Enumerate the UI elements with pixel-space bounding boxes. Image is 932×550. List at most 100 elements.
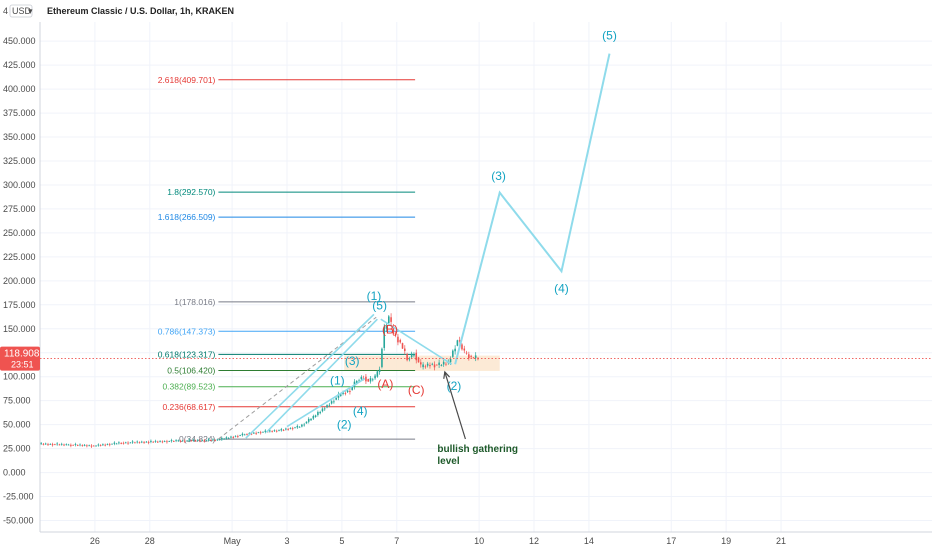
price-candle	[255, 432, 257, 434]
price-candle	[291, 428, 294, 430]
price-candle	[49, 443, 52, 445]
price-candle	[207, 439, 210, 441]
price-candle	[458, 340, 461, 342]
price-candle	[102, 444, 104, 446]
wave-label: (A)	[377, 377, 393, 391]
price-candle	[56, 443, 58, 445]
price-candle	[397, 336, 399, 343]
price-candle	[470, 355, 472, 357]
annotation-arrow-line	[444, 371, 466, 440]
price-candle	[216, 439, 219, 441]
price-candle	[67, 444, 70, 446]
price-candle	[326, 405, 328, 408]
price-candle	[190, 440, 193, 442]
price-candle	[143, 442, 145, 443]
y-tick-label: 0.000	[3, 468, 26, 478]
price-candle	[424, 366, 427, 368]
fib-level-label: 0.618(123.317)	[158, 349, 216, 359]
annotation: bullish gathering level	[437, 444, 518, 467]
y-tick-label: 75.000	[3, 396, 31, 406]
candle-layer	[40, 313, 479, 448]
price-candle	[127, 442, 129, 444]
fib-level-label: 0.236(68.617)	[162, 402, 215, 412]
price-candle	[232, 437, 235, 438]
currency-selector[interactable]	[9, 4, 33, 18]
price-candle	[456, 340, 459, 346]
price-candle	[342, 392, 344, 394]
price-candle	[203, 440, 206, 442]
price-candle	[118, 442, 120, 444]
price-candle	[301, 424, 303, 427]
price-candle	[408, 358, 411, 360]
price-candle	[362, 377, 365, 379]
currency-label: USD	[12, 6, 32, 16]
x-tick-label: 14	[584, 536, 594, 546]
wave-path	[380, 318, 453, 365]
y-tick-label: 300.000	[3, 180, 36, 190]
price-candle	[44, 443, 47, 445]
x-tick-label: 3	[285, 536, 290, 546]
price-candle	[461, 344, 463, 350]
price-candle	[205, 440, 208, 442]
price-candle	[355, 381, 358, 384]
fib-level-label: 0.382(89.523)	[162, 382, 215, 392]
y-tick-label: 50.000	[3, 420, 31, 430]
price-candle	[442, 361, 445, 365]
price-candle	[104, 444, 106, 446]
price-candle	[417, 357, 420, 363]
price-candle	[253, 432, 255, 434]
price-candle	[401, 343, 404, 349]
projected-wave-path	[454, 53, 611, 365]
y-tick-label: 325.000	[3, 156, 36, 166]
zone-layer	[344, 355, 500, 371]
price-candle	[383, 326, 386, 348]
price-candle	[303, 424, 305, 426]
x-tick-label: 21	[776, 536, 786, 546]
price-candle	[54, 444, 56, 446]
price-candle	[399, 339, 402, 343]
price-candle	[227, 438, 230, 439]
price-candle	[40, 443, 42, 444]
price-candle	[88, 445, 90, 447]
price-candle	[344, 392, 347, 394]
price-candle	[170, 440, 173, 442]
price-candle	[264, 430, 267, 432]
price-candle	[312, 416, 315, 419]
price-candle	[97, 444, 100, 446]
price-candle	[175, 440, 177, 442]
price-candle	[199, 440, 201, 442]
price-candle	[115, 443, 118, 445]
price-candle	[95, 445, 97, 447]
price-badge: 118.908 23:51	[0, 346, 40, 371]
price-candle	[134, 442, 136, 444]
price-candle	[346, 390, 349, 393]
y-tick-label: -50.000	[3, 515, 34, 525]
y-tick-label: 350.000	[3, 132, 36, 142]
price-candle	[298, 426, 301, 428]
price-candle	[154, 440, 157, 442]
price-candle	[394, 333, 397, 336]
price-candle	[90, 445, 93, 447]
price-candle	[339, 394, 342, 396]
price-candle	[317, 412, 319, 416]
fib-level-label: 1.8(292.570)	[167, 187, 215, 197]
price-candle	[113, 442, 116, 444]
price-candle	[72, 444, 74, 446]
x-tick-label: 26	[90, 536, 100, 546]
price-candle	[449, 358, 452, 363]
price-candle	[307, 418, 310, 422]
price-candle	[99, 445, 102, 447]
wave-path	[286, 377, 366, 428]
price-candle	[296, 425, 299, 428]
price-candle	[376, 371, 379, 377]
price-candle	[120, 443, 122, 444]
price-candle	[474, 355, 477, 358]
price-candle	[106, 444, 109, 445]
price-candle	[163, 441, 166, 442]
price-candle	[323, 408, 326, 410]
x-tick-label: 17	[666, 536, 676, 546]
price-candle	[194, 440, 197, 442]
price-candle	[76, 445, 79, 446]
price-candle	[239, 435, 241, 436]
